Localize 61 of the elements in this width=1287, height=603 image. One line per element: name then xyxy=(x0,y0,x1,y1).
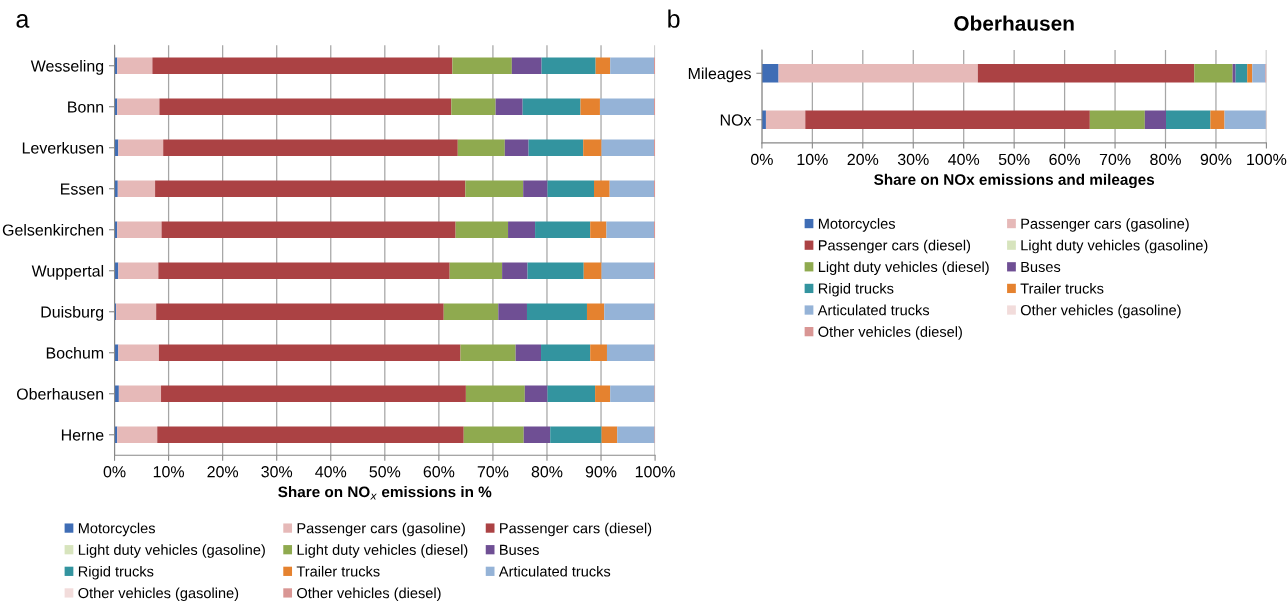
x-tick-label: 90% xyxy=(585,466,617,478)
legend-label: Passenger cars (gasoline) xyxy=(1021,218,1189,232)
legend-label: Motorcycles xyxy=(78,522,155,537)
x-tick-label: 70% xyxy=(477,466,509,478)
x-tick-label: 90% xyxy=(1200,153,1232,166)
y-tick-label: Gelsenkirchen xyxy=(2,223,104,236)
y-tick-label: Bochum xyxy=(46,346,104,359)
x-tick-label: 30% xyxy=(897,153,929,166)
x-tick-label: 10% xyxy=(797,153,828,166)
legend-label: Passenger cars (diesel) xyxy=(818,239,971,254)
legend-label: Rigid trucks xyxy=(78,565,154,580)
y-tick-label: Leverkusen xyxy=(22,141,104,154)
x-tick-label: 50% xyxy=(369,466,401,478)
legend-label: Other vehicles (gasoline) xyxy=(1020,304,1181,319)
text: a xyxy=(16,14,30,28)
legend-label: Other vehicles (diesel) xyxy=(818,326,962,340)
x-tick-label: 70% xyxy=(1099,153,1131,166)
x-tick-label: 40% xyxy=(315,466,347,478)
x-tick-label: 30% xyxy=(261,466,293,478)
x-tick-label: 10% xyxy=(153,466,185,478)
x-tick-label: 50% xyxy=(998,153,1030,166)
y-tick-label: Bonn xyxy=(68,101,104,113)
y-tick-label: NOx xyxy=(720,114,752,126)
legend-label: Buses xyxy=(500,544,539,555)
y-tick-label: Wuppertal xyxy=(31,264,104,280)
legend-label: Trailer trucks xyxy=(296,565,380,577)
x-tick-label: 80% xyxy=(531,466,563,478)
x-tick-label: 100% xyxy=(1247,153,1287,166)
chart-title: Oberhausen xyxy=(954,15,1074,31)
legend-label: Other vehicles (gasoline) xyxy=(78,587,239,602)
y-tick-label: Oberhausen xyxy=(16,387,104,400)
x-tick-label: 40% xyxy=(948,153,980,166)
x-tick-label: 20% xyxy=(847,153,879,166)
x-axis-title: Share on NO$_{x}$ emissions in % xyxy=(278,486,492,500)
legend-label: Rigid trucks xyxy=(818,282,894,297)
legend-label: Buses xyxy=(1021,261,1061,273)
text: b xyxy=(668,9,680,28)
x-tick-label: 0% xyxy=(750,153,773,166)
legend-label: Other vehicles (diesel) xyxy=(297,587,441,602)
legend-label: Articulated trucks xyxy=(498,565,611,577)
y-tick-label: Essen xyxy=(61,183,104,195)
x-tick-label: 0% xyxy=(103,466,126,478)
legend-label: Light duty vehicles (diesel) xyxy=(297,544,468,558)
legend-label: Passenger cars (diesel) xyxy=(500,522,652,537)
legend-label: Trailer trucks xyxy=(1020,282,1104,294)
legend-label: Motorcycles xyxy=(818,218,896,232)
legend-label: Light duty vehicles (gasoline) xyxy=(1021,239,1208,254)
legend-label: Light duty vehicles (gasoline) xyxy=(78,544,265,558)
y-tick-label: Wesseling xyxy=(30,59,104,75)
x-tick-label: 100% xyxy=(635,466,675,478)
y-tick-label: Mileages xyxy=(688,67,751,83)
x-tick-label: 60% xyxy=(1049,153,1081,166)
y-tick-label: Herne xyxy=(61,429,104,441)
x-tick-label: 80% xyxy=(1150,153,1181,166)
x-tick-label: 20% xyxy=(207,466,239,478)
y-tick-label: Duisburg xyxy=(41,305,104,321)
legend-label: Articulated trucks xyxy=(817,304,930,316)
x-tick-label: 60% xyxy=(423,466,455,478)
x-axis-title: Share on NOx emissions and mileages xyxy=(874,173,1155,189)
legend-label: Passenger cars (gasoline) xyxy=(297,522,465,537)
legend-label: Light duty vehicles (diesel) xyxy=(818,261,989,275)
